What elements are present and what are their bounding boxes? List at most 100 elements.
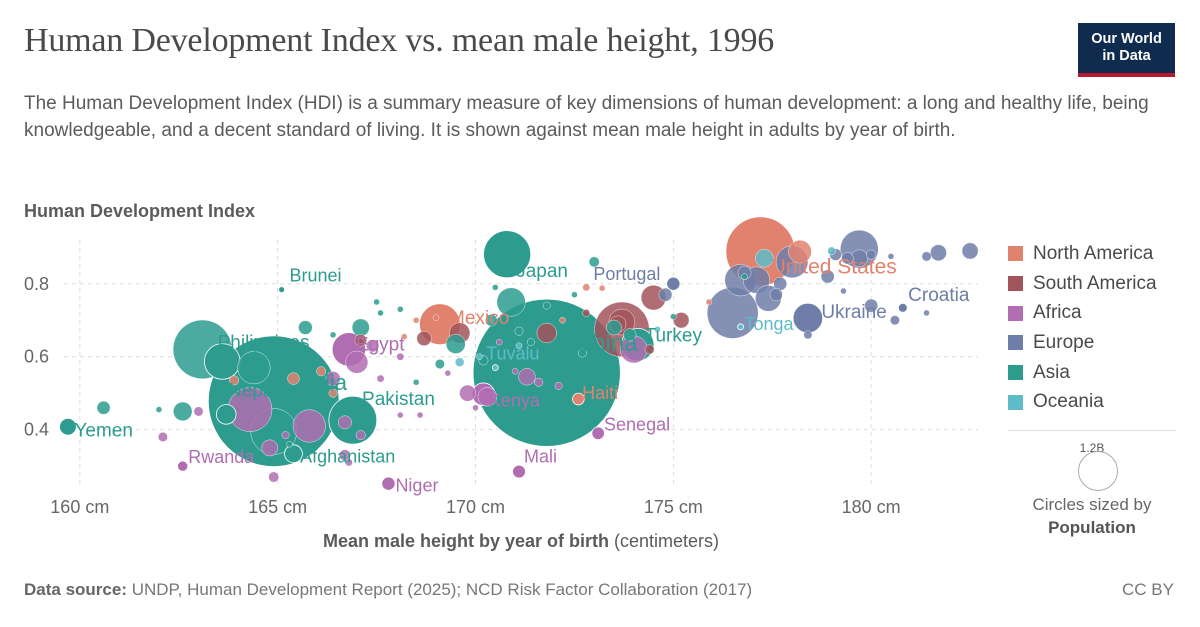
data-point[interactable] bbox=[511, 368, 519, 375]
data-point[interactable] bbox=[328, 395, 378, 445]
data-point[interactable] bbox=[588, 256, 600, 268]
data-point[interactable] bbox=[292, 409, 326, 443]
data-point[interactable] bbox=[396, 352, 405, 361]
data-point[interactable] bbox=[445, 334, 466, 354]
owid-logo[interactable]: Our World in Data bbox=[1078, 23, 1175, 77]
data-point[interactable] bbox=[866, 249, 877, 260]
data-point[interactable] bbox=[328, 388, 338, 398]
data-point[interactable] bbox=[492, 284, 499, 291]
data-point[interactable] bbox=[887, 253, 895, 260]
data-point[interactable] bbox=[298, 320, 313, 335]
data-point[interactable] bbox=[338, 415, 352, 430]
data-point[interactable] bbox=[527, 338, 535, 346]
data-point[interactable] bbox=[582, 283, 591, 292]
legend-item[interactable]: Europe bbox=[1008, 328, 1157, 358]
data-point[interactable] bbox=[237, 351, 271, 385]
data-point[interactable] bbox=[536, 322, 557, 344]
legend-item[interactable]: Africa bbox=[1008, 298, 1157, 328]
data-source-text[interactable]: UNDP, Human Development Report (2025); N… bbox=[126, 580, 753, 599]
data-point[interactable] bbox=[518, 368, 536, 386]
data-point[interactable] bbox=[377, 309, 384, 317]
data-point[interactable] bbox=[354, 334, 367, 347]
data-point[interactable] bbox=[737, 323, 744, 331]
data-point[interactable] bbox=[477, 387, 497, 407]
data-point[interactable] bbox=[412, 379, 420, 386]
data-point[interactable] bbox=[455, 357, 465, 367]
data-point[interactable] bbox=[666, 276, 681, 291]
data-point[interactable] bbox=[582, 309, 591, 317]
data-point[interactable] bbox=[571, 291, 578, 298]
data-point[interactable] bbox=[355, 430, 366, 441]
data-point[interactable] bbox=[841, 252, 854, 265]
data-point[interactable] bbox=[373, 298, 380, 306]
data-point[interactable] bbox=[788, 239, 812, 264]
data-point[interactable] bbox=[401, 333, 408, 340]
data-point[interactable] bbox=[173, 401, 193, 422]
data-point[interactable] bbox=[840, 287, 847, 295]
data-point[interactable] bbox=[803, 330, 813, 340]
data-point[interactable] bbox=[577, 348, 587, 358]
data-point[interactable] bbox=[444, 369, 452, 377]
data-point[interactable] bbox=[534, 377, 544, 387]
data-point[interactable] bbox=[658, 287, 673, 302]
data-point[interactable] bbox=[397, 411, 404, 419]
data-point[interactable] bbox=[921, 251, 932, 262]
data-point[interactable] bbox=[284, 444, 303, 464]
data-point[interactable] bbox=[591, 426, 605, 440]
legend-item[interactable]: Oceania bbox=[1008, 387, 1157, 417]
data-point[interactable] bbox=[705, 298, 713, 306]
data-point[interactable] bbox=[606, 319, 622, 336]
data-point[interactable] bbox=[193, 406, 204, 417]
data-point[interactable] bbox=[459, 384, 476, 402]
data-point[interactable] bbox=[542, 301, 551, 310]
data-point[interactable] bbox=[416, 330, 432, 346]
data-point[interactable] bbox=[755, 249, 774, 268]
data-point[interactable] bbox=[59, 417, 77, 436]
data-point[interactable] bbox=[261, 439, 279, 457]
data-point[interactable] bbox=[890, 315, 900, 326]
data-point[interactable] bbox=[598, 284, 606, 292]
data-point[interactable] bbox=[96, 400, 111, 415]
data-point[interactable] bbox=[670, 313, 677, 320]
data-point[interactable] bbox=[434, 359, 445, 369]
data-point[interactable] bbox=[496, 287, 526, 317]
data-point[interactable] bbox=[268, 471, 280, 483]
data-point[interactable] bbox=[476, 353, 483, 360]
data-point[interactable] bbox=[483, 230, 532, 279]
data-point[interactable] bbox=[329, 331, 337, 339]
data-point[interactable] bbox=[286, 441, 293, 448]
data-point[interactable] bbox=[281, 431, 290, 439]
legend-item[interactable]: Asia bbox=[1008, 358, 1157, 388]
license-link[interactable]: CC BY bbox=[1122, 580, 1174, 599]
data-point[interactable] bbox=[572, 392, 585, 406]
data-point[interactable] bbox=[496, 338, 503, 346]
data-point[interactable] bbox=[623, 328, 637, 342]
data-point[interactable] bbox=[177, 460, 189, 472]
data-point[interactable] bbox=[741, 273, 748, 280]
data-point[interactable] bbox=[366, 339, 380, 353]
data-point[interactable] bbox=[158, 432, 168, 442]
data-point[interactable] bbox=[514, 326, 524, 336]
data-point[interactable] bbox=[397, 306, 404, 313]
data-point[interactable] bbox=[381, 476, 396, 491]
data-point[interactable] bbox=[559, 317, 566, 324]
data-point[interactable] bbox=[923, 309, 930, 317]
data-point[interactable] bbox=[554, 382, 563, 390]
data-point[interactable] bbox=[827, 246, 836, 256]
data-point[interactable] bbox=[229, 375, 240, 386]
data-point[interactable] bbox=[339, 449, 351, 461]
data-point[interactable] bbox=[316, 366, 327, 377]
data-point[interactable] bbox=[278, 286, 286, 294]
data-point[interactable] bbox=[416, 411, 424, 419]
data-point[interactable] bbox=[491, 364, 499, 372]
data-point[interactable] bbox=[961, 242, 979, 260]
data-point[interactable] bbox=[155, 406, 163, 413]
data-point[interactable] bbox=[325, 371, 341, 387]
data-point[interactable] bbox=[432, 314, 440, 321]
data-point[interactable] bbox=[376, 374, 385, 383]
data-point[interactable] bbox=[930, 244, 947, 262]
data-point[interactable] bbox=[412, 317, 420, 324]
legend-item[interactable]: South America bbox=[1008, 269, 1157, 299]
data-point[interactable] bbox=[515, 342, 523, 349]
data-point[interactable] bbox=[792, 302, 824, 334]
